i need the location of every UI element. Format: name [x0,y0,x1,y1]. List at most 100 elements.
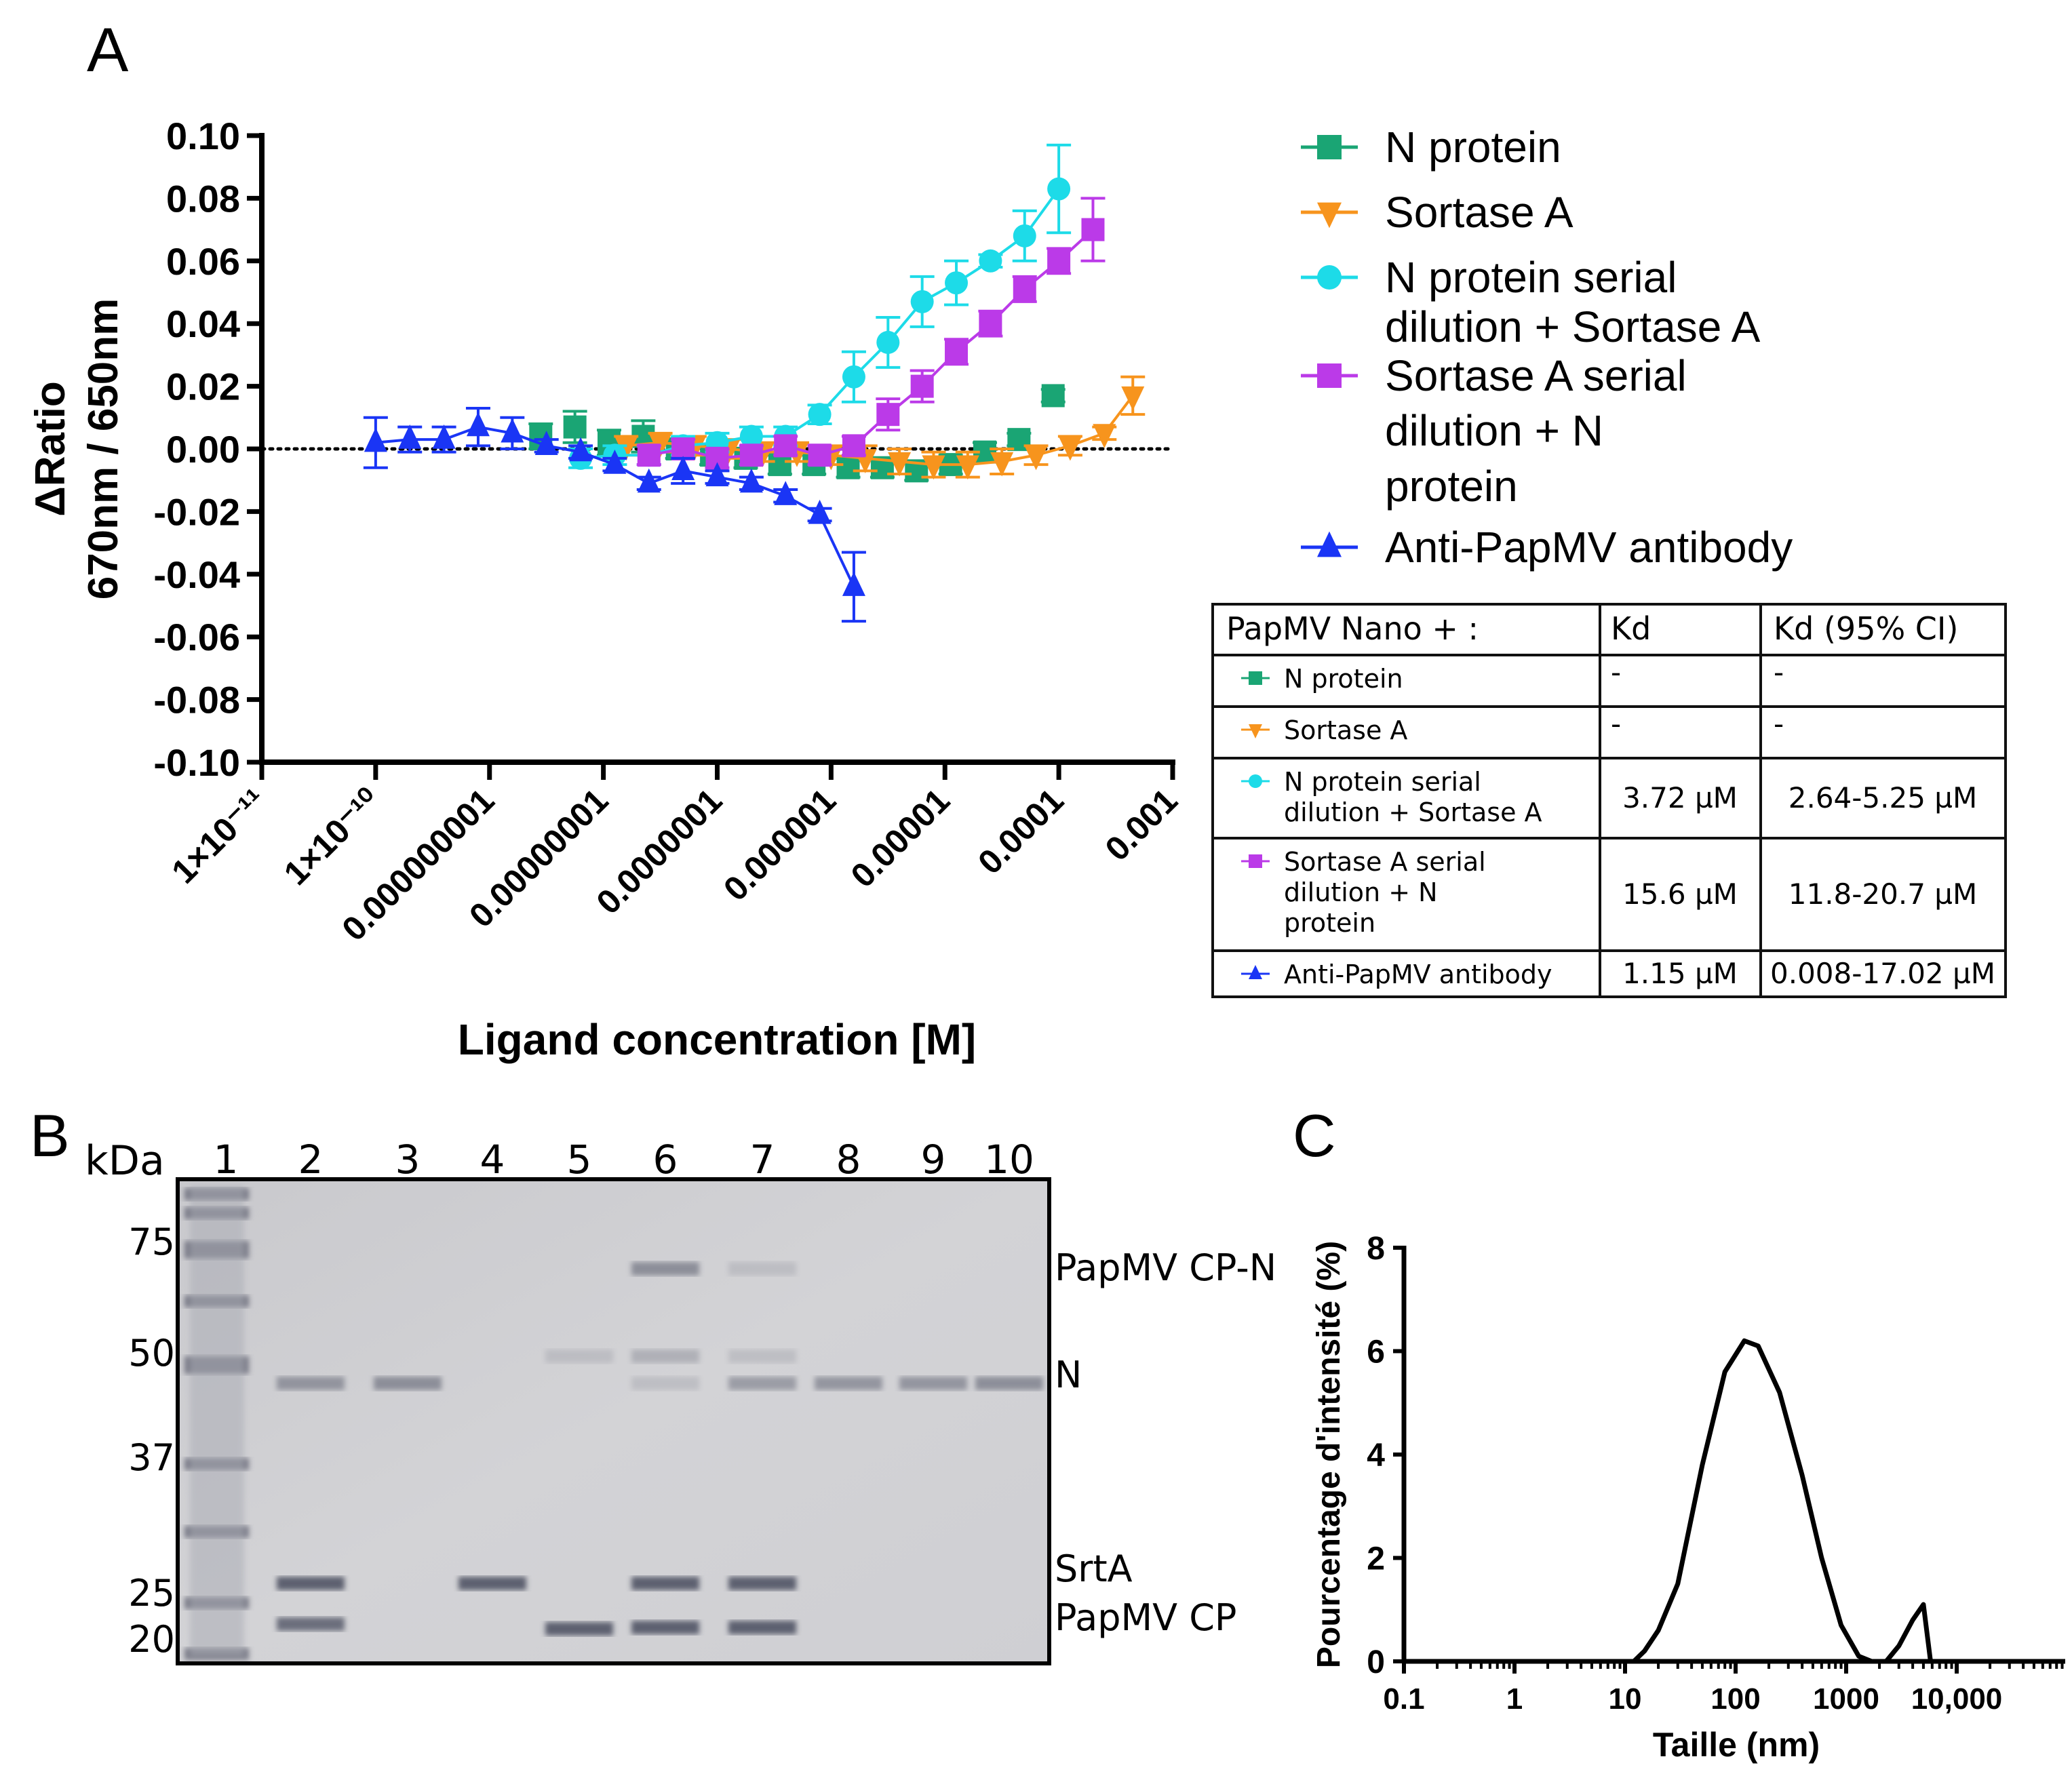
legend-marker [1317,265,1342,290]
band-label: SrtA [1055,1547,1133,1590]
table-row-label: Sortase A [1284,715,1407,745]
panel-label-b: B [30,1102,70,1169]
gel-band [277,1377,345,1390]
table-row-label: N protein serial [1284,767,1481,797]
gel-band [815,1377,882,1390]
data-point [637,443,661,467]
gel-band [975,1377,1043,1390]
legend-marker [1317,531,1342,557]
data-point [1081,218,1105,241]
a-x-tick-label: 0.0001 [971,781,1071,882]
a-y-tick-label: -0.04 [153,553,240,596]
a-ylabel-line2: 670nm / 650nm [80,298,127,600]
table-kd: 3.72 µM [1622,781,1738,814]
data-point [534,431,558,455]
table-row-label: protein [1284,908,1375,938]
gel-unit-label: kDa [85,1137,165,1185]
panel-label-a: A [87,16,129,85]
table-row-label: dilution + N [1284,877,1438,907]
data-point [1121,386,1145,411]
legend-marker [1317,363,1342,388]
lane-number: 8 [836,1137,861,1183]
data-point [501,418,524,443]
a-x-tick-label: 0.0000001 [589,781,730,922]
marker-label: 25 [128,1572,175,1615]
data-point [637,468,661,493]
legend-label: Sortase A [1385,188,1573,237]
gel-band [545,1622,613,1636]
data-point [979,249,1002,273]
a-x-tick-label: 0.000001 [716,781,843,908]
lane-number: 1 [214,1137,239,1183]
gel-band [458,1577,526,1590]
c-y-tick-label: 2 [1367,1541,1385,1577]
data-point [739,468,763,493]
data-point [466,412,490,437]
a-x-tick-label: 0.00001 [844,781,957,894]
lane-number: 10 [984,1137,1034,1183]
table-row-label: Anti-PapMV antibody [1284,960,1552,989]
c-x-tick-label: 10,000 [1911,1682,2003,1716]
data-point [739,424,763,448]
legend-label: dilution + Sortase A [1385,302,1761,351]
gel-band [631,1349,699,1363]
a-xlabel: Ligand concentration [M] [458,1015,976,1064]
a-y-tick-label: -0.10 [153,741,240,784]
c-y-tick-label: 6 [1367,1335,1385,1370]
legend-marker [1317,202,1342,229]
c-ylabel: Pourcentage d'intensité (%) [1311,1241,1347,1668]
data-point [888,452,912,477]
marker-label: 50 [128,1332,175,1375]
lane-number: 2 [298,1137,324,1183]
gel-background [178,1179,1049,1663]
data-point [614,436,638,461]
table-header: PapMV Nano + : [1226,610,1479,647]
panel-c-chart: 0 2 4 6 8 0.1 1 10 100 1000 10,000 [1367,1231,2065,1716]
panel-a-chart: 0.10 0.08 0.06 0.04 0.02 0.00 -0.02 -0.04 -0.06 -… [153,115,1184,948]
data-point [1093,424,1116,448]
a-x-tick-label: 1×10⁻¹⁰ [277,781,388,892]
data-point [563,415,587,439]
a-y-tick-label: 0.02 [166,366,240,408]
gel-border [176,1177,1051,1665]
data-point [1013,224,1036,248]
data-point [1047,249,1071,273]
data-point [1041,384,1065,408]
table-kd: 1.15 µM [1622,957,1738,990]
c-x-tick-label: 1000 [1813,1682,1879,1716]
table-header: Kd [1611,610,1651,647]
data-point [569,437,593,462]
lane-number: 5 [567,1137,592,1183]
data-point [603,450,627,474]
table-border [1211,603,2007,998]
marker-label: 37 [128,1436,175,1479]
series-anti-papmv-antibody [363,406,866,623]
legend-label: dilution + N [1385,406,1603,455]
table-row-label: Sortase A serial [1284,847,1486,877]
data-point [910,374,934,398]
lane-number: 9 [921,1137,946,1183]
a-y-tick-label: 0.10 [166,115,240,157]
table-kd: - [1611,707,1621,740]
data-point [876,330,900,354]
c-x-tick-label: 100 [1711,1682,1760,1716]
fit-curve [648,229,1094,460]
data-point [808,443,832,467]
lane-number: 6 [653,1137,678,1183]
a-y-tick-label: -0.08 [153,679,240,722]
gel-band [374,1377,442,1390]
a-y-tick-label: 0.06 [166,240,240,283]
marker-label: 75 [128,1221,175,1263]
a-y-tick-label: -0.02 [153,490,240,533]
data-point [739,443,763,467]
gel-band [277,1617,345,1631]
legend-label: protein [1385,462,1518,511]
gel-band [728,1577,796,1590]
data-point [956,455,979,480]
data-point [945,340,969,363]
data-point [1058,436,1082,461]
table-kd-ci: - [1774,707,1784,740]
data-point [398,424,422,449]
